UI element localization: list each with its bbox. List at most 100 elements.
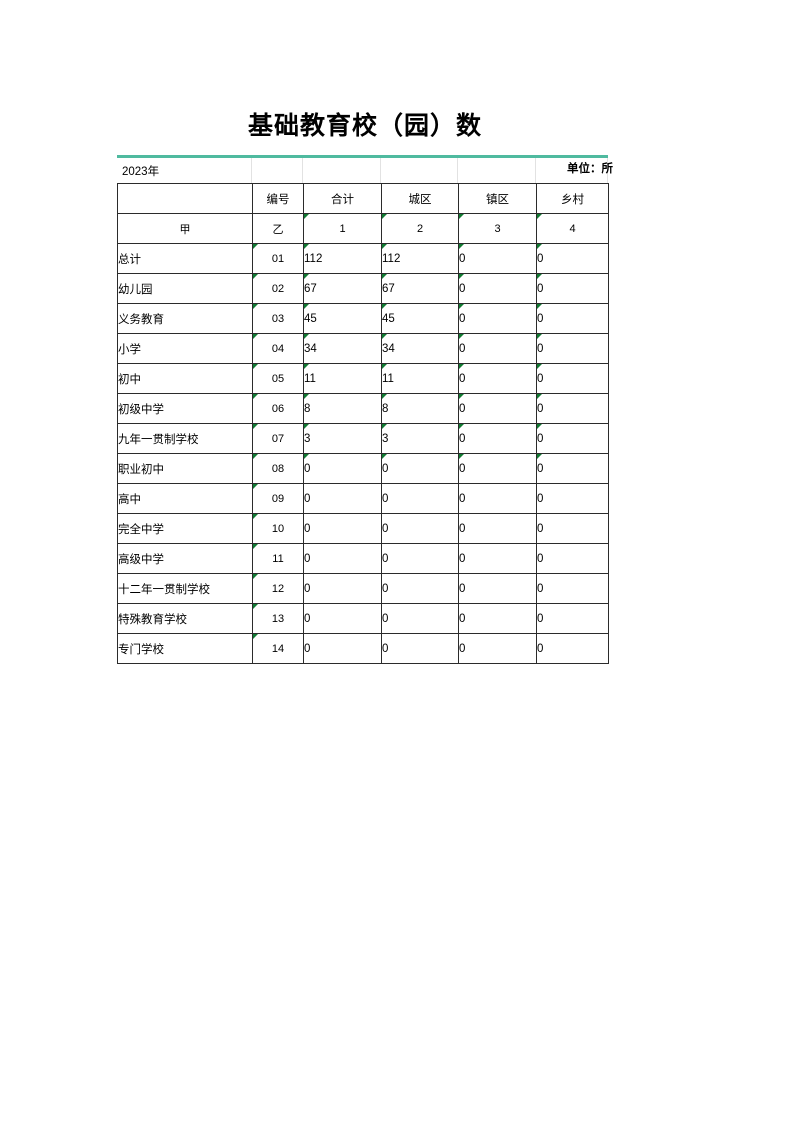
value-cell: 0 <box>303 573 382 604</box>
value-cell: 0 <box>536 633 609 664</box>
value-cell: 0 <box>458 633 537 664</box>
text-number-marker-icon <box>382 334 387 339</box>
text-number-marker-icon <box>253 424 258 429</box>
value-cell: 0 <box>458 363 537 394</box>
text-number-marker-icon <box>459 364 464 369</box>
value-cell: 0 <box>458 513 537 544</box>
text-number-marker-icon <box>304 304 309 309</box>
text-number-marker-icon <box>382 424 387 429</box>
header-cell-乡村: 乡村 <box>536 183 609 214</box>
accent-rule <box>117 155 608 158</box>
value-cell: 0 <box>536 333 609 364</box>
row-code-cell: 01 <box>252 243 304 274</box>
table-row: 初级中学 06 8 8 0 0 <box>117 393 609 424</box>
value-cell: 0 <box>536 303 609 334</box>
column-number-cell-乙: 乙 <box>252 213 304 244</box>
row-code-cell: 05 <box>252 363 304 394</box>
value-cell: 0 <box>536 273 609 304</box>
value-cell: 0 <box>458 543 537 574</box>
value-cell: 0 <box>381 543 459 574</box>
row-code-cell: 10 <box>252 513 304 544</box>
row-label-cell: 幼儿园 <box>117 273 253 304</box>
meta-spacer-1 <box>252 158 303 183</box>
header-cell-编号: 编号 <box>252 183 304 214</box>
row-label-cell: 高级中学 <box>117 543 253 574</box>
row-label-cell: 职业初中 <box>117 453 253 484</box>
text-number-marker-icon <box>253 454 258 459</box>
text-number-marker-icon <box>253 334 258 339</box>
text-number-marker-icon <box>537 424 542 429</box>
value-cell: 67 <box>303 273 382 304</box>
data-table: 编号 合计 城区 镇区 乡村甲乙 1 2 3 4 总计 01 112 112 0 0 幼儿园 02 67 67 0 0 义… <box>117 183 609 664</box>
row-code-cell: 12 <box>252 573 304 604</box>
row-code-cell: 02 <box>252 273 304 304</box>
table-row: 高级中学 11 0 0 0 0 <box>117 543 609 574</box>
value-cell: 0 <box>381 603 459 634</box>
text-number-marker-icon <box>304 364 309 369</box>
header-cell-城区: 城区 <box>381 183 459 214</box>
value-cell: 8 <box>303 393 382 424</box>
value-cell: 0 <box>458 303 537 334</box>
value-cell: 0 <box>536 363 609 394</box>
value-cell: 0 <box>458 243 537 274</box>
row-code-cell: 04 <box>252 333 304 364</box>
text-number-marker-icon <box>304 244 309 249</box>
text-number-marker-icon <box>304 274 309 279</box>
text-number-marker-icon <box>382 244 387 249</box>
row-label-cell: 小学 <box>117 333 253 364</box>
value-cell: 34 <box>303 333 382 364</box>
text-number-marker-icon <box>253 364 258 369</box>
spreadsheet-sheet: 2023年 单位：所 编号 合计 城区 镇区 乡村甲乙 1 2 3 4 总计 01 112 112 0 0 幼… <box>117 155 613 664</box>
value-cell: 45 <box>381 303 459 334</box>
column-number-cell-4: 4 <box>536 213 609 244</box>
row-code-cell: 11 <box>252 543 304 574</box>
text-number-marker-icon <box>459 274 464 279</box>
value-cell: 112 <box>381 243 459 274</box>
column-number-cell-甲: 甲 <box>117 213 253 244</box>
table-row: 高中 09 0 0 0 0 <box>117 483 609 514</box>
value-cell: 0 <box>536 513 609 544</box>
unit-label: 单位：所 <box>567 163 613 175</box>
row-label-cell: 完全中学 <box>117 513 253 544</box>
table-row: 小学 04 34 34 0 0 <box>117 333 609 364</box>
text-number-marker-icon <box>537 244 542 249</box>
text-number-marker-icon <box>382 364 387 369</box>
meta-spacer-5 <box>536 158 608 183</box>
value-cell: 11 <box>303 363 382 394</box>
value-cell: 0 <box>381 633 459 664</box>
text-number-marker-icon <box>459 454 464 459</box>
text-number-marker-icon <box>382 304 387 309</box>
table-row: 完全中学 10 0 0 0 0 <box>117 513 609 544</box>
row-code-cell: 08 <box>252 453 304 484</box>
row-label-cell: 义务教育 <box>117 303 253 334</box>
row-code-cell: 03 <box>252 303 304 334</box>
row-label-cell: 十二年一贯制学校 <box>117 573 253 604</box>
value-cell: 0 <box>458 333 537 364</box>
table-row: 十二年一贯制学校 12 0 0 0 0 <box>117 573 609 604</box>
text-number-marker-icon <box>304 454 309 459</box>
value-cell: 0 <box>458 573 537 604</box>
value-cell: 0 <box>536 573 609 604</box>
row-label-cell: 专门学校 <box>117 633 253 664</box>
text-number-marker-icon <box>253 304 258 309</box>
value-cell: 34 <box>381 333 459 364</box>
text-number-marker-icon <box>459 244 464 249</box>
value-cell: 0 <box>458 453 537 484</box>
header-cell-镇区: 镇区 <box>458 183 537 214</box>
table-header-row: 编号 合计 城区 镇区 乡村 <box>117 183 609 214</box>
text-number-marker-icon <box>253 604 258 609</box>
value-cell: 0 <box>458 423 537 454</box>
text-number-marker-icon <box>382 214 387 219</box>
row-code-cell: 13 <box>252 603 304 634</box>
text-number-marker-icon <box>459 334 464 339</box>
value-cell: 0 <box>458 483 537 514</box>
value-cell: 45 <box>303 303 382 334</box>
row-code-cell: 09 <box>252 483 304 514</box>
row-code-cell: 14 <box>252 633 304 664</box>
row-label-cell: 九年一贯制学校 <box>117 423 253 454</box>
value-cell: 112 <box>303 243 382 274</box>
text-number-marker-icon <box>382 454 387 459</box>
value-cell: 0 <box>381 513 459 544</box>
text-number-marker-icon <box>253 244 258 249</box>
